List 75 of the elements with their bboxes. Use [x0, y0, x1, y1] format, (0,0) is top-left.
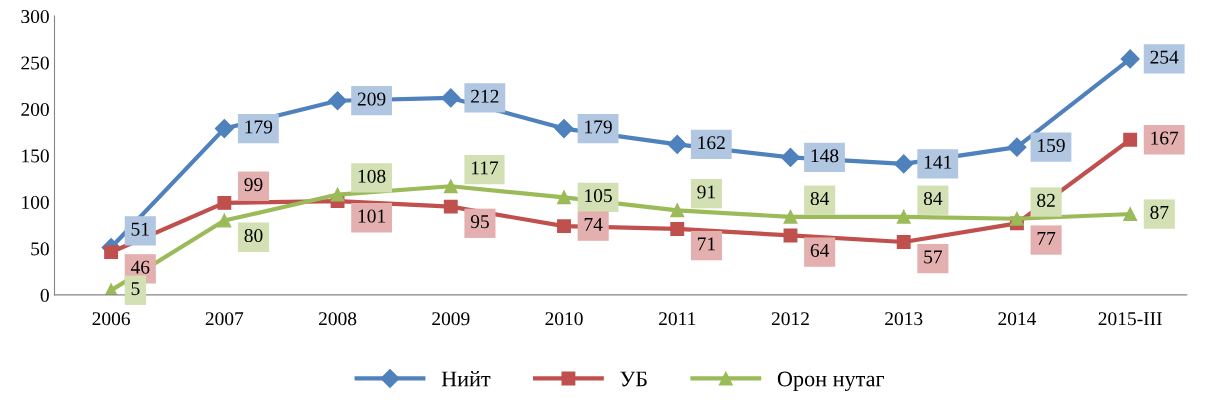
data-label: 162	[698, 136, 725, 150]
x-tick-label: 2007	[205, 312, 244, 326]
legend-label: УБ	[620, 371, 647, 387]
data-label: 95	[470, 215, 489, 229]
legend-label: Нийт	[441, 371, 491, 387]
data-label: 141	[924, 155, 952, 169]
point	[328, 91, 348, 111]
point	[554, 119, 574, 139]
data-label: 80	[244, 229, 263, 243]
data-label: 82	[1037, 193, 1055, 207]
x-tick-label: 2008	[318, 312, 357, 326]
data-label: 77	[1037, 231, 1056, 245]
y-tick-label: 200	[21, 102, 49, 117]
data-label: 179	[585, 120, 612, 134]
data-label: 74	[584, 218, 603, 231]
point	[783, 209, 798, 224]
x-tick-label: 2012	[771, 312, 809, 326]
point	[667, 134, 687, 154]
data-label: 148	[811, 149, 839, 163]
y-tick-label: 100	[22, 195, 49, 209]
x-tick-label: 2015-III	[1098, 312, 1162, 326]
point	[896, 235, 911, 249]
data-label: 46	[130, 260, 150, 274]
point	[670, 222, 685, 236]
x-tick-label: 2011	[659, 312, 696, 326]
x-tick-label: 2014	[998, 312, 1037, 326]
y-tick-label: 50	[31, 242, 49, 256]
data-label: 91	[697, 185, 715, 199]
point	[1123, 132, 1138, 147]
data-label: 5	[131, 282, 140, 296]
point	[441, 88, 461, 108]
data-label: 212	[471, 89, 499, 103]
data-label: 101	[358, 209, 386, 223]
data-label: 117	[471, 161, 499, 175]
point	[894, 154, 914, 174]
data-label: 209	[357, 92, 386, 106]
point	[557, 190, 571, 205]
data-label: 51	[131, 222, 149, 236]
data-label: 64	[810, 243, 830, 257]
point	[330, 187, 345, 202]
x-tick-label: 2009	[432, 312, 470, 326]
point	[214, 119, 234, 139]
point	[1120, 49, 1140, 69]
point	[217, 195, 232, 210]
data-label: 57	[924, 250, 943, 264]
y-tick-label: 150	[22, 149, 49, 163]
data-label: 87	[1150, 205, 1169, 219]
data-label: 159	[1038, 138, 1065, 153]
y-tick-label: 300	[21, 9, 49, 24]
data-label: 99	[244, 178, 263, 192]
point	[217, 213, 232, 228]
data-label: 179	[245, 120, 273, 134]
point	[443, 179, 458, 194]
point	[896, 209, 911, 224]
x-tick-label: 2013	[885, 312, 923, 326]
data-label: 167	[1151, 131, 1179, 145]
point	[443, 199, 458, 214]
data-label: 84	[810, 191, 830, 206]
point	[1007, 137, 1027, 157]
data-label: 71	[697, 237, 715, 251]
y-tick-label: 0	[40, 288, 49, 302]
point	[104, 245, 119, 260]
point	[1009, 211, 1024, 226]
data-label: 254	[1150, 50, 1179, 64]
point	[557, 219, 571, 234]
legend-label: Орон нутаг	[777, 371, 885, 392]
data-label: 108	[358, 169, 386, 183]
point	[1123, 207, 1138, 222]
y-tick-label: 250	[21, 56, 49, 70]
point	[670, 203, 685, 218]
point	[780, 147, 801, 167]
data-label: 84	[923, 191, 943, 206]
data-label: 105	[585, 189, 612, 203]
x-tick-label: 2006	[92, 312, 130, 326]
x-tick-label: 2010	[545, 312, 583, 326]
